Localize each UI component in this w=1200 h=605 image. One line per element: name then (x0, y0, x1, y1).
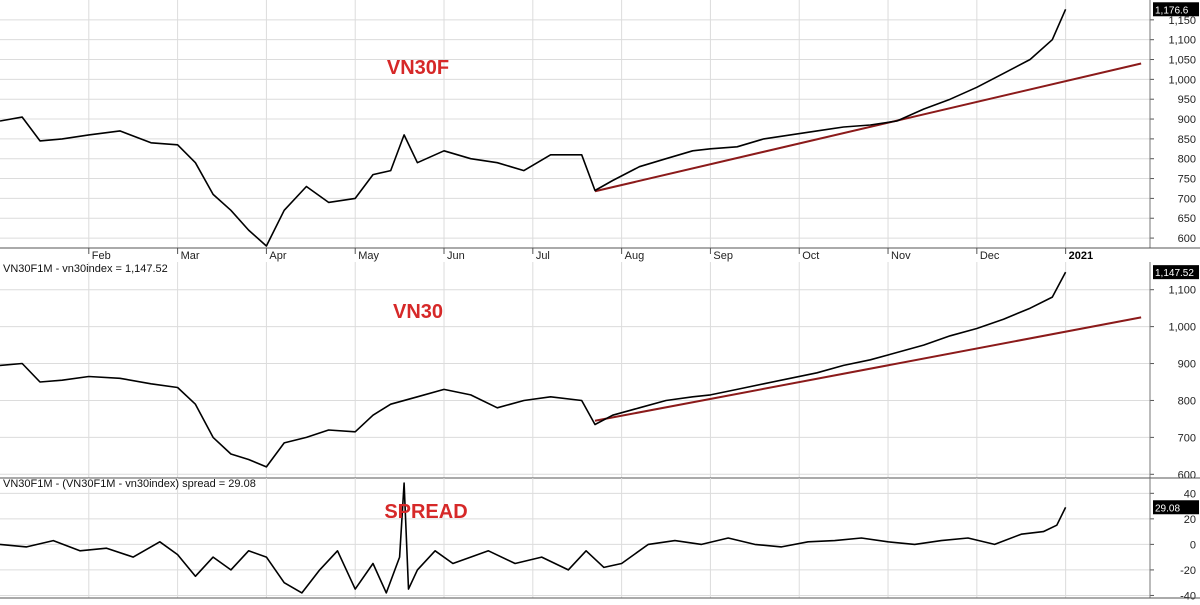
y-tick-label-2: 700 (1178, 193, 1196, 205)
last-value-badge (1153, 265, 1199, 280)
y-tick-label-9: 1,050 (1168, 55, 1196, 67)
y-tick-label-0: 600 (1178, 233, 1196, 245)
y-tick-label-5: 1,100 (1168, 285, 1196, 297)
panel-caption: VN30F1M - (VN30F1M - vn30index) spread =… (3, 478, 256, 490)
last-value-badge-text: 29.08 (1155, 503, 1180, 514)
y-tick-label-1: -20 (1180, 565, 1196, 577)
x-tick-label-jun: Jun (447, 250, 465, 262)
y-tick-label-3: 900 (1178, 359, 1196, 371)
x-tick-label-sep: Sep (713, 250, 733, 262)
y-tick-label-2: 0 (1190, 539, 1196, 551)
y-tick-label-8: 1,000 (1168, 74, 1196, 86)
last-value-badge-text: 1,147.52 (1155, 268, 1194, 279)
y-tick-label-4: 40 (1184, 488, 1196, 500)
trend-line (594, 62, 1142, 193)
series-line-0 (0, 271, 1067, 468)
x-tick-label-jul: Jul (536, 250, 550, 262)
series-line-0 (0, 8, 1067, 247)
y-tick-label-3: 20 (1184, 514, 1196, 526)
panel-caption: VN30F1M - vn30index = 1,147.52 (3, 263, 168, 275)
y-tick-label-5: 850 (1178, 134, 1196, 146)
y-tick-label-10: 1,100 (1168, 35, 1196, 47)
x-tick-label-dec: Dec (980, 250, 1000, 262)
x-tick-label-apr: Apr (269, 250, 286, 262)
panel-spread: -40 -20 0 20 40 VN30F1M - (VN30F1M - vn30inde… (0, 478, 1200, 602)
y-tick-label-4: 1,000 (1168, 322, 1196, 334)
series-line-0 (0, 482, 1067, 594)
panel-title: SPREAD (384, 501, 467, 523)
last-value-badge (1153, 500, 1199, 515)
x-tick-label-2021: 2021 (1069, 250, 1093, 262)
panel-title: VN30 (393, 301, 443, 323)
x-tick-label-aug: Aug (625, 250, 645, 262)
x-tick-label-may: May (358, 250, 379, 262)
panel-vn30f: 600 650 700 750 800 850 900 950 1,000 1,050 1,100 1… (0, 0, 1200, 249)
y-tick-label-11: 1,150 (1168, 15, 1196, 27)
y-tick-label-1: 700 (1178, 432, 1196, 444)
y-tick-label-0: 600 (1178, 469, 1196, 481)
y-tick-label-4: 800 (1178, 154, 1196, 166)
x-tick-label-mar: Mar (181, 250, 200, 262)
trend-line (594, 316, 1142, 422)
y-tick-label-1: 650 (1178, 213, 1196, 225)
last-value-badge-text: 1,176.6 (1155, 5, 1189, 16)
y-tick-label-0: -40 (1180, 590, 1196, 600)
y-tick-label-2: 800 (1178, 395, 1196, 407)
x-tick-label-feb: Feb (92, 250, 111, 262)
x-tick-label-oct: Oct (802, 250, 819, 262)
y-tick-label-6: 900 (1178, 114, 1196, 126)
last-value-badge (1153, 2, 1199, 17)
y-tick-label-7: 950 (1178, 94, 1196, 106)
panel-vn30: 600 700 800 900 1,000 1,100 VN30F1M - vn30inde… (0, 262, 1200, 481)
y-tick-label-3: 750 (1178, 174, 1196, 186)
panel-title: VN30F (387, 57, 449, 79)
x-tick-label-nov: Nov (891, 250, 911, 262)
